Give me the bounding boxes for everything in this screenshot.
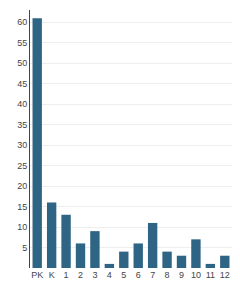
svg-text:60: 60 <box>17 17 27 27</box>
svg-text:1: 1 <box>64 270 69 280</box>
svg-text:11: 11 <box>206 270 215 280</box>
svg-text:5: 5 <box>22 243 27 253</box>
svg-text:3: 3 <box>92 270 97 280</box>
svg-text:7: 7 <box>150 270 155 280</box>
svg-text:45: 45 <box>17 79 27 89</box>
svg-text:15: 15 <box>17 202 27 212</box>
svg-text:55: 55 <box>17 38 27 48</box>
svg-text:5: 5 <box>121 270 126 280</box>
svg-text:25: 25 <box>17 161 27 171</box>
svg-text:30: 30 <box>17 140 27 150</box>
svg-text:8: 8 <box>165 270 170 280</box>
svg-text:20: 20 <box>17 181 27 191</box>
svg-text:50: 50 <box>17 58 27 68</box>
svg-text:4: 4 <box>107 270 112 280</box>
svg-text:35: 35 <box>17 120 27 130</box>
svg-text:2: 2 <box>78 270 83 280</box>
svg-text:10: 10 <box>17 222 27 232</box>
svg-text:10: 10 <box>191 270 201 280</box>
svg-text:9: 9 <box>179 270 184 280</box>
svg-text:K: K <box>49 270 55 280</box>
svg-text:12: 12 <box>220 270 230 280</box>
svg-text:PK: PK <box>31 270 43 280</box>
svg-text:6: 6 <box>136 270 141 280</box>
svg-text:40: 40 <box>17 99 27 109</box>
